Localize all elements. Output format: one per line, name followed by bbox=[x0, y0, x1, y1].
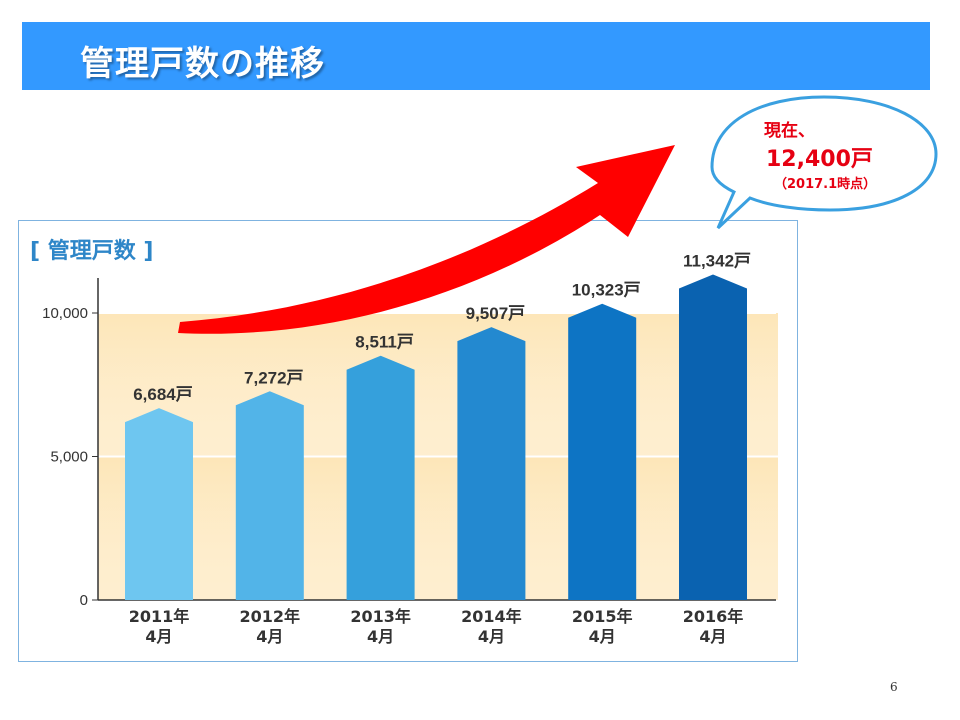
x-tick-label: 4月 bbox=[145, 627, 172, 646]
callout-line-2: 12,400戸 bbox=[766, 147, 873, 172]
x-tick-label: 4月 bbox=[367, 627, 394, 646]
chart-title: [ 管理戸数 ] bbox=[30, 238, 153, 264]
x-tick-label: 4月 bbox=[699, 627, 726, 646]
x-tick-label: 4月 bbox=[589, 627, 616, 646]
x-tick-label: 2011年 bbox=[129, 607, 190, 626]
callout-line-1: 現在、 bbox=[764, 121, 815, 141]
bar bbox=[235, 391, 304, 600]
callout-line-3: （2017.1時点） bbox=[774, 177, 877, 192]
bar-value-label: 6,684戸 bbox=[133, 385, 193, 404]
title-bar: 管理戸数の推移 bbox=[22, 22, 930, 90]
bar-chart: [ 管理戸数 ]05,00010,0006,684戸2011年4月7,272戸2… bbox=[30, 238, 778, 646]
x-tick-label: 2015年 bbox=[572, 607, 633, 626]
y-tick-label: 5,000 bbox=[50, 449, 88, 466]
bar bbox=[125, 408, 193, 600]
callout-text: 現在、 12,400戸 （2017.1時点） bbox=[764, 116, 876, 192]
bar-value-label: 7,272戸 bbox=[244, 368, 304, 387]
band-upper-fade bbox=[98, 313, 778, 456]
x-tick-label: 4月 bbox=[256, 627, 283, 646]
bar bbox=[568, 303, 637, 600]
bar-value-label: 8,511戸 bbox=[355, 333, 414, 352]
bar bbox=[457, 327, 526, 600]
x-tick-label: 2014年 bbox=[461, 607, 522, 626]
page-number: 6 bbox=[890, 680, 898, 694]
slide-title: 管理戸数の推移 bbox=[80, 44, 325, 84]
band-lower-fade bbox=[98, 457, 778, 600]
x-tick-label: 4月 bbox=[478, 627, 505, 646]
x-tick-label: 2013年 bbox=[350, 607, 411, 626]
bar-value-label: 11,342戸 bbox=[683, 251, 751, 270]
bar-value-label: 10,323戸 bbox=[572, 281, 641, 300]
x-tick-label: 2012年 bbox=[240, 607, 301, 626]
bar-value-label: 9,507戸 bbox=[466, 304, 526, 323]
bar bbox=[679, 274, 747, 600]
bar bbox=[346, 355, 415, 600]
callout-bubble bbox=[710, 95, 938, 230]
x-tick-label: 2016年 bbox=[683, 607, 744, 626]
y-tick-label: 10,000 bbox=[42, 305, 88, 322]
y-tick-label: 0 bbox=[80, 592, 88, 609]
